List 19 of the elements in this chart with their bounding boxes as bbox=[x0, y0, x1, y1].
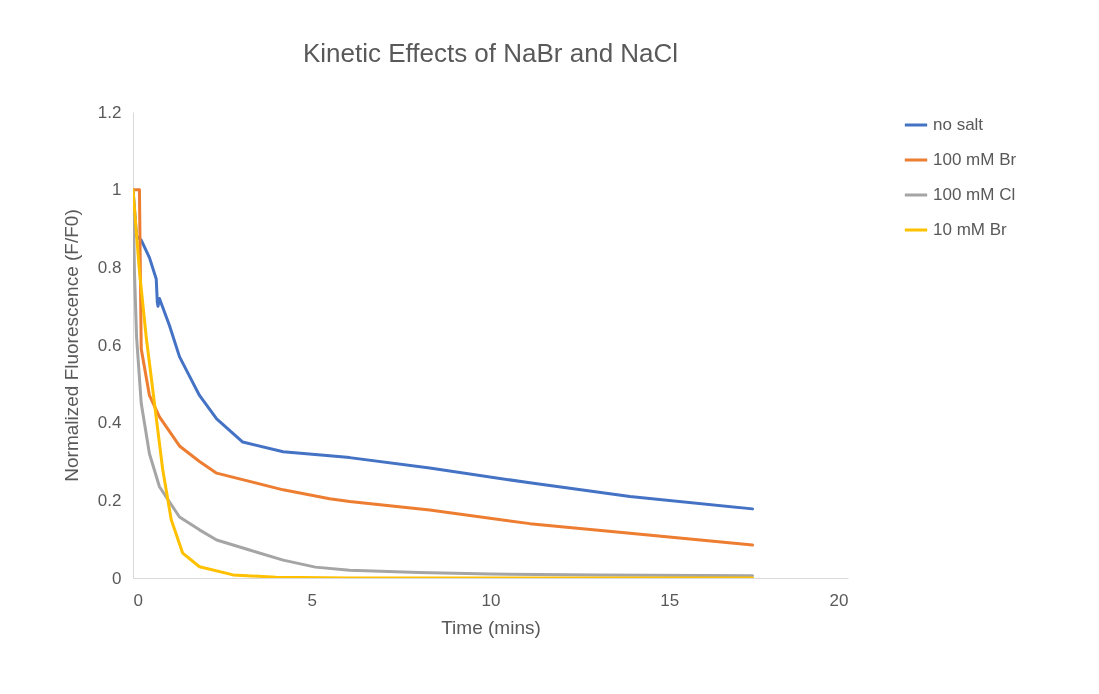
legend-label: 100 mM Cl bbox=[933, 185, 1016, 204]
y-tick-label: 0 bbox=[112, 568, 122, 588]
x-tick-label: 20 bbox=[829, 590, 849, 610]
y-axis-title: Normalized Fluorescence (F/F0) bbox=[60, 209, 82, 482]
y-tick-label: 1.2 bbox=[97, 102, 122, 122]
x-tick-label: 0 bbox=[133, 590, 143, 610]
legend-label: no salt bbox=[933, 115, 984, 134]
chart-title: Kinetic Effects of NaBr and NaCl bbox=[302, 38, 679, 68]
y-tick-label: 0.4 bbox=[97, 413, 122, 433]
x-axis-title: Time (mins) bbox=[441, 616, 541, 638]
x-tick-label: 10 bbox=[481, 590, 501, 610]
legend-label: 10 mM Br bbox=[933, 220, 1008, 239]
y-tick-label: 1 bbox=[112, 180, 122, 200]
y-tick-label: 0.6 bbox=[97, 335, 122, 355]
x-tick-label: 5 bbox=[307, 590, 317, 610]
y-tick-label: 0.8 bbox=[97, 257, 122, 277]
legend-label: 100 mM Br bbox=[933, 150, 1017, 169]
x-tick-label: 15 bbox=[660, 590, 680, 610]
y-tick-label: 0.2 bbox=[97, 490, 122, 510]
